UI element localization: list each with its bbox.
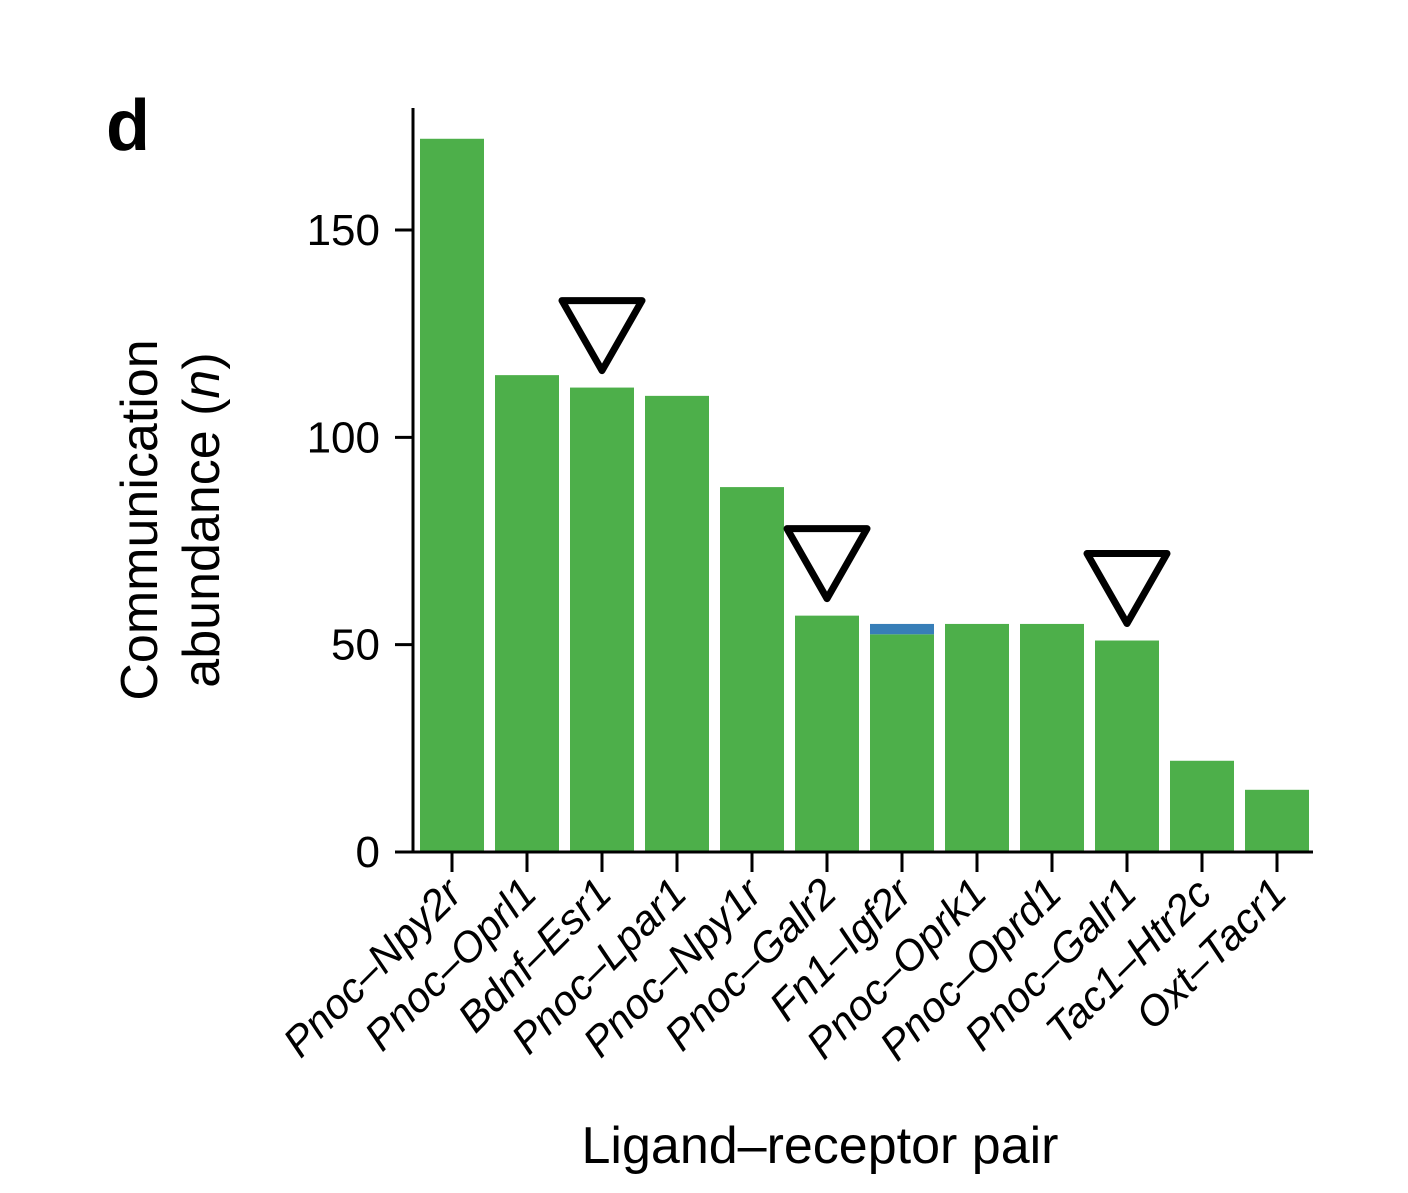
bar-green-Oxt–Tacr1 bbox=[1245, 789, 1309, 852]
y-tick-label-150: 150 bbox=[307, 206, 380, 255]
bar-blue-Fn1–Igf2r bbox=[870, 623, 934, 635]
bar-green-Pnoc–Npy2r bbox=[420, 138, 484, 853]
inverted-triangle-marker-Pnoc–Galr2 bbox=[783, 525, 871, 603]
y-tick-label-50: 50 bbox=[331, 621, 380, 670]
inverted-triangle-marker-Pnoc–Galr1 bbox=[1083, 550, 1171, 628]
bar-green-Pnoc–Lpar1 bbox=[645, 395, 709, 852]
bars-group bbox=[420, 138, 1309, 853]
triangle-markers-group bbox=[558, 297, 1171, 628]
bar-green-Pnoc–Oprd1 bbox=[1020, 623, 1084, 852]
bar-green-Fn1–Igf2r bbox=[870, 634, 934, 852]
bar-green-Bdnf–Esr1 bbox=[570, 387, 634, 852]
panel-label: d bbox=[106, 86, 150, 166]
axes-group bbox=[411, 108, 1313, 854]
bar-green-Pnoc–Oprl1 bbox=[495, 375, 559, 852]
y-axis-ticks-group: 0 50 100 150 bbox=[307, 206, 413, 877]
bar-green-Pnoc–Oprk1 bbox=[945, 623, 1009, 852]
bar-green-Pnoc–Galr1 bbox=[1095, 640, 1159, 852]
inverted-triangle-marker-Bdnf–Esr1 bbox=[558, 297, 646, 375]
bar-green-Tac1–Htr2c bbox=[1170, 760, 1234, 852]
y-axis-title: Communicationabundance (n) bbox=[111, 339, 231, 700]
y-tick-label-100: 100 bbox=[307, 413, 380, 462]
bar-green-Pnoc–Galr2 bbox=[795, 615, 859, 852]
bar-green-Pnoc–Npy1r bbox=[720, 487, 784, 852]
x-axis-ticks-group: Pnoc–Npy2rPnoc–Oprl1Bdnf–Esr1Pnoc–Lpar1P… bbox=[274, 852, 1295, 1069]
y-tick-label-0: 0 bbox=[356, 828, 380, 877]
x-axis-title: Ligand–receptor pair bbox=[582, 1117, 1059, 1175]
